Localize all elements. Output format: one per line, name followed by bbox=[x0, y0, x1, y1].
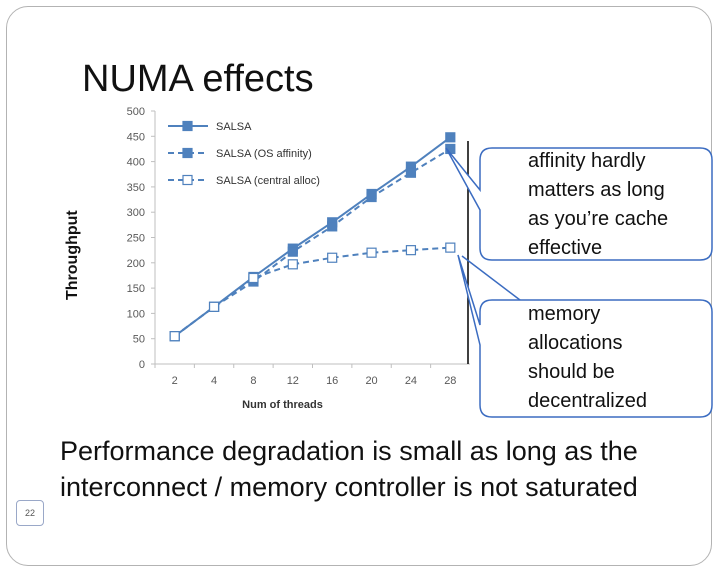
callout-shapes bbox=[445, 147, 713, 418]
legend-label: SALSA (OS affinity) bbox=[216, 148, 312, 160]
x-tick-label: 4 bbox=[211, 375, 217, 387]
x-tick-label: 12 bbox=[287, 375, 299, 387]
x-tick-label: 8 bbox=[250, 375, 256, 387]
x-tick-label: 20 bbox=[365, 375, 377, 387]
memory-callout-line: should be bbox=[528, 361, 615, 383]
y-tick-label: 200 bbox=[127, 258, 145, 270]
affinity-callout-box bbox=[445, 147, 713, 261]
x-tick-label: 16 bbox=[326, 375, 338, 387]
y-tick-label: 400 bbox=[127, 157, 145, 169]
y-tick-label: 300 bbox=[127, 207, 145, 219]
affinity-callout-line: matters as long bbox=[528, 179, 665, 201]
memory-callout-text: memory allocations should be decentraliz… bbox=[528, 300, 647, 416]
legend-marker bbox=[182, 174, 193, 186]
data-point bbox=[208, 301, 220, 312]
y-tick-label: 0 bbox=[139, 359, 145, 371]
data-point bbox=[405, 167, 417, 178]
x-axis-label: Num of threads bbox=[242, 399, 323, 411]
data-point bbox=[366, 191, 377, 203]
y-tick-label: 500 bbox=[127, 106, 145, 118]
x-tick-label: 2 bbox=[172, 375, 178, 387]
data-point bbox=[445, 242, 456, 253]
legend-label: SALSA bbox=[216, 121, 252, 133]
affinity-callout-line: affinity hardly bbox=[528, 150, 646, 172]
y-tick-label: 100 bbox=[127, 308, 145, 320]
page-number: 22 bbox=[16, 500, 44, 526]
series-line bbox=[174, 136, 451, 337]
data-point bbox=[287, 259, 298, 270]
y-tick-label: 350 bbox=[127, 182, 145, 194]
affinity-callout-text: affinity hardly matters as long as you’r… bbox=[528, 147, 668, 263]
data-point bbox=[327, 252, 338, 263]
memory-callout-line: allocations bbox=[528, 332, 623, 354]
slide-title: NUMA effects bbox=[82, 58, 314, 100]
memory-callout-line: decentralized bbox=[528, 390, 647, 412]
memory-callout-box bbox=[457, 254, 713, 418]
legend-marker bbox=[182, 147, 193, 159]
data-point bbox=[405, 245, 417, 256]
y-tick-label: 50 bbox=[133, 334, 145, 346]
memory-callout-line: memory bbox=[528, 303, 601, 325]
x-tick-label: 24 bbox=[405, 375, 417, 387]
memory-callout-pointer bbox=[461, 255, 521, 301]
data-point bbox=[287, 246, 298, 257]
series-line bbox=[174, 246, 451, 337]
y-tick-label: 450 bbox=[127, 131, 145, 143]
legend-label: SALSA (central alloc) bbox=[216, 175, 320, 187]
data-point bbox=[366, 247, 377, 258]
affinity-callout-line: as you’re cache bbox=[528, 208, 669, 230]
affinity-callout-line: effective bbox=[528, 237, 603, 259]
y-tick-label: 250 bbox=[127, 233, 145, 245]
data-point bbox=[445, 132, 456, 143]
bullet-text: Performance degradation is small as long… bbox=[60, 436, 638, 502]
legend-marker bbox=[182, 120, 193, 132]
data-point bbox=[327, 221, 338, 232]
x-tick-label: 28 bbox=[444, 375, 456, 387]
bullet-point: Performance degradation is small as long… bbox=[60, 434, 690, 505]
data-point bbox=[248, 272, 259, 284]
data-point bbox=[169, 331, 180, 342]
y-tick-label: 150 bbox=[127, 283, 145, 295]
